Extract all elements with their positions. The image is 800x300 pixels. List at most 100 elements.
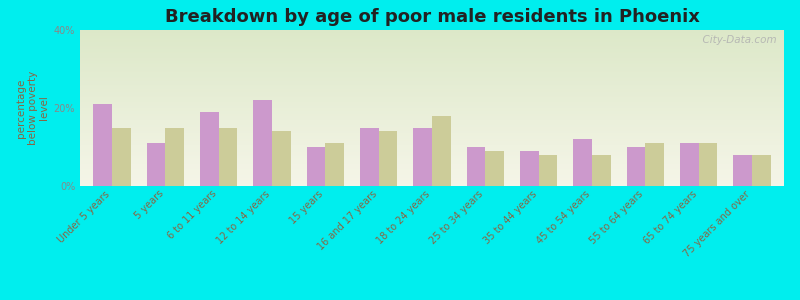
Bar [254, 100, 272, 186]
Text: City-Data.com: City-Data.com [696, 35, 777, 45]
Bar [646, 143, 664, 186]
Bar [752, 155, 770, 186]
Bar [80, 88, 784, 89]
Bar [80, 119, 784, 121]
Bar [80, 181, 784, 183]
Bar [734, 155, 752, 186]
Bar [80, 139, 784, 141]
Bar [80, 82, 784, 83]
Bar [80, 146, 784, 147]
Bar [80, 156, 784, 158]
Bar [80, 111, 784, 113]
Bar [80, 50, 784, 52]
Bar [80, 105, 784, 106]
Bar [80, 80, 784, 82]
Bar [80, 116, 784, 117]
Bar [80, 163, 784, 164]
Bar [80, 148, 784, 150]
Bar [80, 161, 784, 163]
Bar [80, 136, 784, 138]
Bar [80, 133, 784, 134]
Bar [80, 74, 784, 75]
Bar [80, 30, 784, 31]
Bar [80, 70, 784, 72]
Bar [80, 177, 784, 178]
Bar [200, 112, 218, 186]
Bar [80, 121, 784, 122]
Bar [80, 114, 784, 116]
Bar [80, 152, 784, 153]
Bar [80, 55, 784, 56]
Bar [146, 143, 166, 186]
Bar [80, 166, 784, 167]
Bar [414, 128, 432, 186]
Bar [80, 97, 784, 99]
Bar [80, 127, 784, 128]
Bar [80, 56, 784, 58]
Title: Breakdown by age of poor male residents in Phoenix: Breakdown by age of poor male residents … [165, 8, 699, 26]
Bar [80, 41, 784, 43]
Bar [326, 143, 344, 186]
Bar [80, 117, 784, 119]
Bar [538, 155, 558, 186]
Bar [360, 128, 378, 186]
Bar [80, 170, 784, 172]
Bar [626, 147, 646, 186]
Bar [80, 175, 784, 177]
Bar [80, 66, 784, 68]
Bar [80, 147, 784, 148]
Bar [80, 141, 784, 142]
Bar [680, 143, 698, 186]
Bar [80, 131, 784, 133]
Bar [218, 128, 238, 186]
Bar [80, 106, 784, 108]
Bar [112, 128, 130, 186]
Bar [80, 72, 784, 74]
Bar [80, 43, 784, 44]
Bar [80, 180, 784, 181]
Bar [80, 153, 784, 155]
Bar [80, 142, 784, 144]
Bar [574, 139, 592, 186]
Bar [80, 155, 784, 156]
Bar [306, 147, 326, 186]
Bar [80, 46, 784, 47]
Bar [272, 131, 290, 186]
Bar [80, 35, 784, 36]
Bar [80, 95, 784, 97]
Bar [80, 39, 784, 41]
Bar [80, 86, 784, 88]
Bar [80, 125, 784, 127]
Bar [80, 78, 784, 80]
Bar [80, 138, 784, 139]
Bar [94, 104, 112, 186]
Bar [80, 169, 784, 170]
Bar [80, 128, 784, 130]
Bar [80, 53, 784, 55]
Bar [592, 155, 610, 186]
Bar [80, 110, 784, 111]
Bar [166, 128, 184, 186]
Bar [80, 58, 784, 60]
Bar [80, 99, 784, 100]
Bar [80, 103, 784, 105]
Bar [80, 89, 784, 91]
Bar [80, 167, 784, 169]
Bar [80, 33, 784, 35]
Bar [378, 131, 398, 186]
Bar [466, 147, 486, 186]
Bar [80, 75, 784, 77]
Bar [80, 64, 784, 66]
Bar [80, 100, 784, 102]
Bar [80, 77, 784, 78]
Bar [80, 49, 784, 50]
Bar [80, 124, 784, 125]
Bar [486, 151, 504, 186]
Bar [80, 144, 784, 146]
Bar [80, 47, 784, 49]
Bar [80, 52, 784, 53]
Bar [80, 44, 784, 46]
Bar [80, 183, 784, 184]
Bar [80, 130, 784, 131]
Bar [80, 150, 784, 152]
